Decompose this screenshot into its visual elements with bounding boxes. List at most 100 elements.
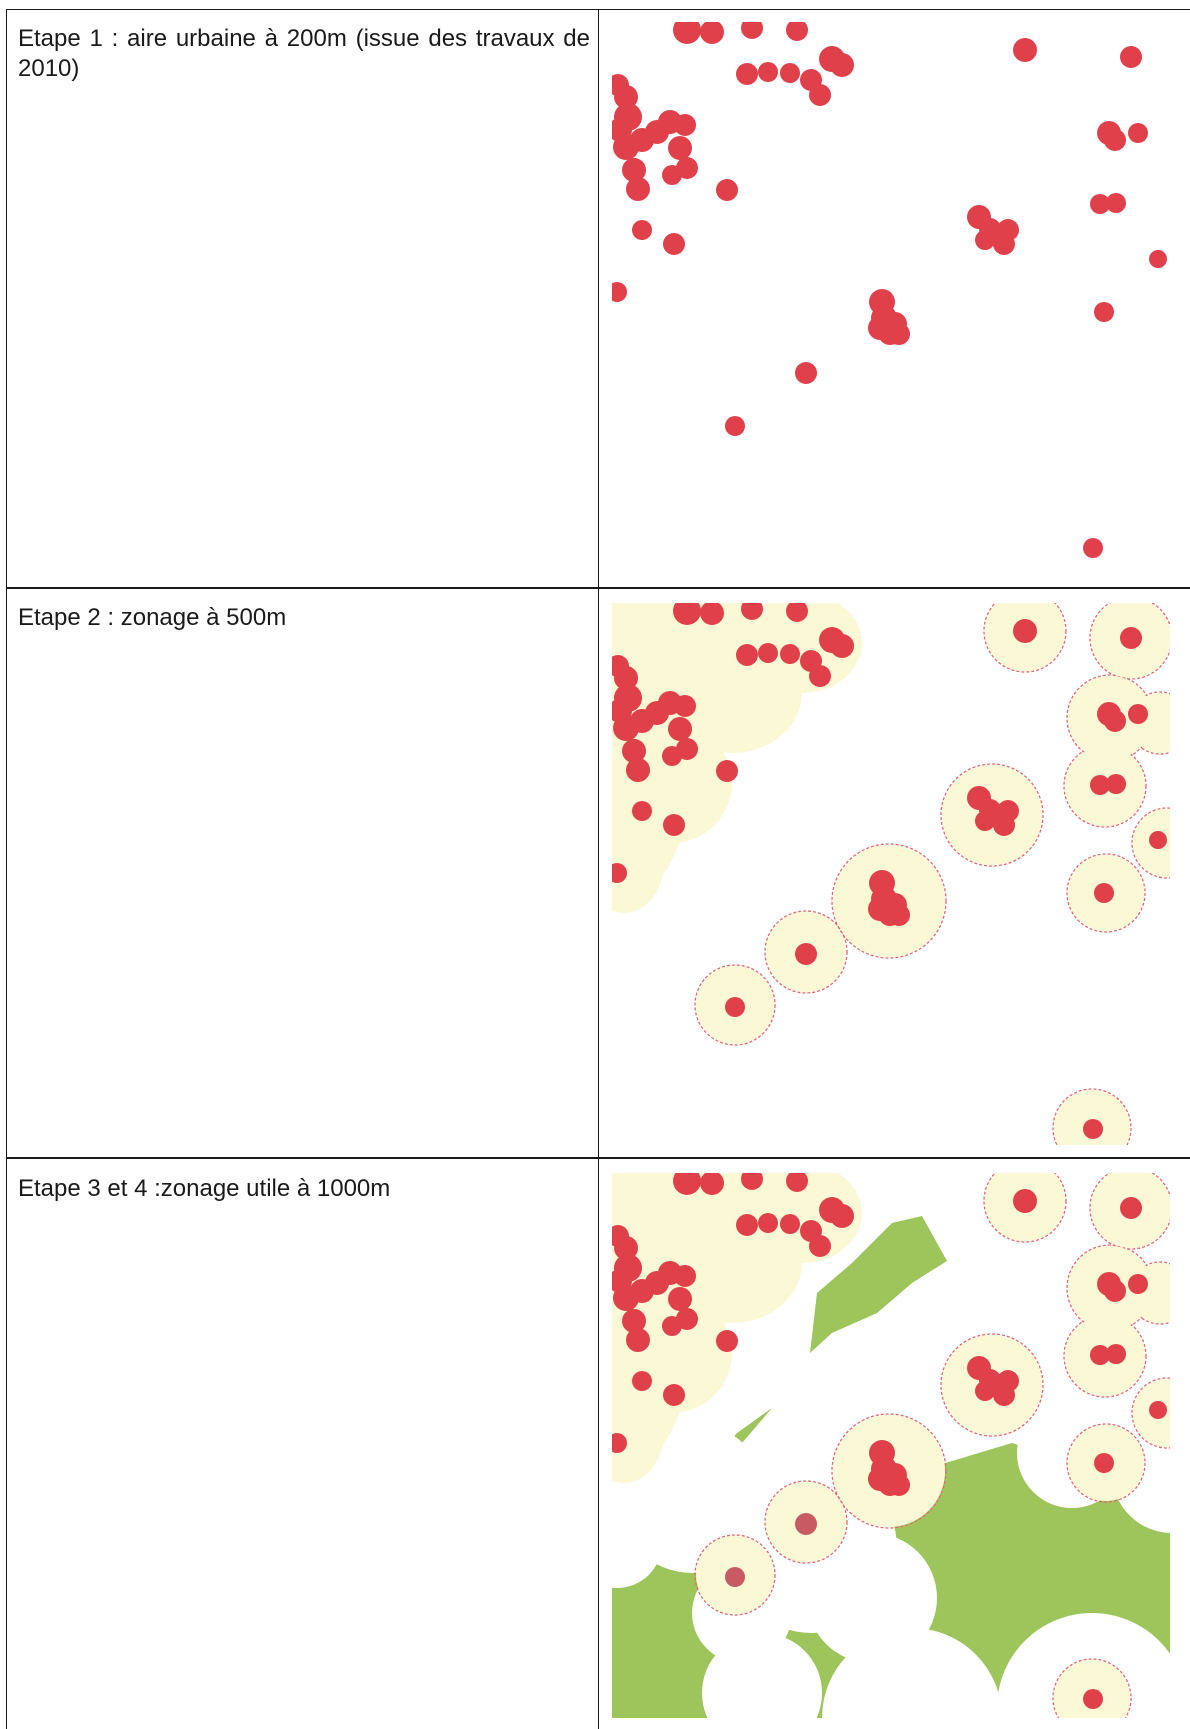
urban-area-dot [795, 1513, 817, 1535]
urban-area-dot [780, 1214, 800, 1234]
urban-area-dot [1128, 123, 1148, 143]
urban-area-dot [673, 603, 701, 625]
urban-area-dot [1090, 775, 1110, 795]
urban-area-dot [674, 114, 696, 136]
urban-area-dot [830, 53, 854, 77]
urban-area-dot [614, 1236, 638, 1260]
urban-area-dot [662, 746, 682, 766]
urban-area-dot [786, 22, 808, 41]
urban-area-dot [758, 62, 778, 82]
urban-area-dot [1128, 704, 1148, 724]
urban-area-dot [1104, 1280, 1126, 1302]
urban-area-dot [1120, 46, 1142, 68]
table-border-left [6, 9, 7, 1729]
urban-area-dot [622, 158, 646, 182]
buffer-outline [983, 603, 1067, 673]
urban-area-dot [716, 1330, 738, 1352]
urban-area-dot [632, 1371, 652, 1391]
urban-area-dot [1094, 883, 1114, 903]
buffer-outline [764, 1480, 848, 1564]
step-2-label: Etape 2 : zonage à 500m [18, 604, 287, 631]
urban-area-dot [741, 22, 763, 39]
urban-area-dot [1106, 1344, 1126, 1364]
urban-area-dot [1149, 250, 1167, 268]
map-step-2-svg [612, 603, 1170, 1145]
urban-area-dot [612, 863, 627, 883]
buffer-zone [612, 813, 664, 913]
urban-area-dot [758, 1213, 778, 1233]
buffer-outline [831, 843, 947, 959]
urban-area-dot [716, 760, 738, 782]
buffer-outline [694, 964, 776, 1046]
urban-area-dot [663, 1384, 685, 1406]
urban-area-dot [700, 603, 724, 625]
urban-area-dot [780, 644, 800, 664]
urban-area-dot [1106, 774, 1126, 794]
buffer-outline [1066, 1423, 1146, 1503]
table-column-divider [598, 9, 599, 1729]
urban-area-dot [780, 63, 800, 83]
urban-area-dot [612, 282, 627, 302]
urban-area-dot [975, 811, 995, 831]
urban-area-dot [674, 695, 696, 717]
urban-area-dot [993, 233, 1015, 255]
map-step-3-4-useful-zoning [598, 1159, 1190, 1729]
urban-area-dot [975, 230, 995, 250]
map-step-2-zoning-500m [598, 589, 1190, 1157]
buffer-outline [694, 1534, 776, 1616]
urban-area-dot [668, 1287, 692, 1311]
urban-area-dot [1149, 1401, 1167, 1419]
urban-area-dot [741, 603, 763, 620]
urban-area-dot [663, 233, 685, 255]
urban-area-dot [674, 1265, 696, 1287]
urban-area-dot [1083, 538, 1103, 558]
table-row-divider-1 [6, 587, 1190, 589]
urban-area-dot [1083, 1119, 1103, 1139]
urban-area-dot [673, 1173, 701, 1195]
buffer-zone [742, 603, 862, 693]
buffer-outline [764, 910, 848, 994]
urban-area-dot [663, 814, 685, 836]
urban-area-dot [809, 84, 831, 106]
urban-area-dot [700, 1173, 724, 1195]
step-1-label: Etape 1 : aire urbaine à 200m (issue des… [18, 25, 590, 82]
urban-area-dot [668, 717, 692, 741]
step-3-4-label: Etape 3 et 4 :zonage utile à 1000m [18, 1175, 391, 1202]
urban-area-dot [725, 1567, 745, 1587]
urban-area-dot [1128, 1274, 1148, 1294]
urban-area-dot [736, 644, 758, 666]
urban-area-dot [993, 1384, 1015, 1406]
urban-area-dot [786, 1173, 808, 1192]
urban-area-dot [1104, 129, 1126, 151]
urban-area-dot [975, 1381, 995, 1401]
urban-area-dot [1094, 302, 1114, 322]
urban-area-dot [622, 1309, 646, 1333]
urban-area-dot [888, 904, 910, 926]
urban-area-dot [795, 943, 817, 965]
urban-area-dot [741, 1173, 763, 1190]
useful-zone-area [612, 1443, 1170, 1718]
buffer-outline [940, 763, 1044, 867]
urban-area-dot [1013, 38, 1037, 62]
urban-area-dot [716, 179, 738, 201]
buffer-outline [1052, 1088, 1132, 1145]
useful-zone-area [707, 1408, 772, 1473]
urban-area-dot [809, 1235, 831, 1257]
buffer-outline [831, 1413, 947, 1529]
urban-area-dot [758, 643, 778, 663]
urban-area-dot [1149, 831, 1167, 849]
buffer-outline [983, 1173, 1067, 1243]
urban-area-dot [1094, 1453, 1114, 1473]
urban-area-dot [614, 666, 638, 690]
urban-area-dot [809, 665, 831, 687]
urban-area-dot [626, 1328, 650, 1352]
urban-area-dot [1013, 619, 1037, 643]
urban-area-dot [1083, 1689, 1103, 1709]
urban-area-dot [632, 220, 652, 240]
useful-zone-area [810, 1216, 947, 1353]
urban-area-dot [612, 1433, 627, 1453]
urban-area-dot [668, 136, 692, 160]
urban-area-dot [1104, 710, 1126, 732]
urban-area-dot [1106, 193, 1126, 213]
